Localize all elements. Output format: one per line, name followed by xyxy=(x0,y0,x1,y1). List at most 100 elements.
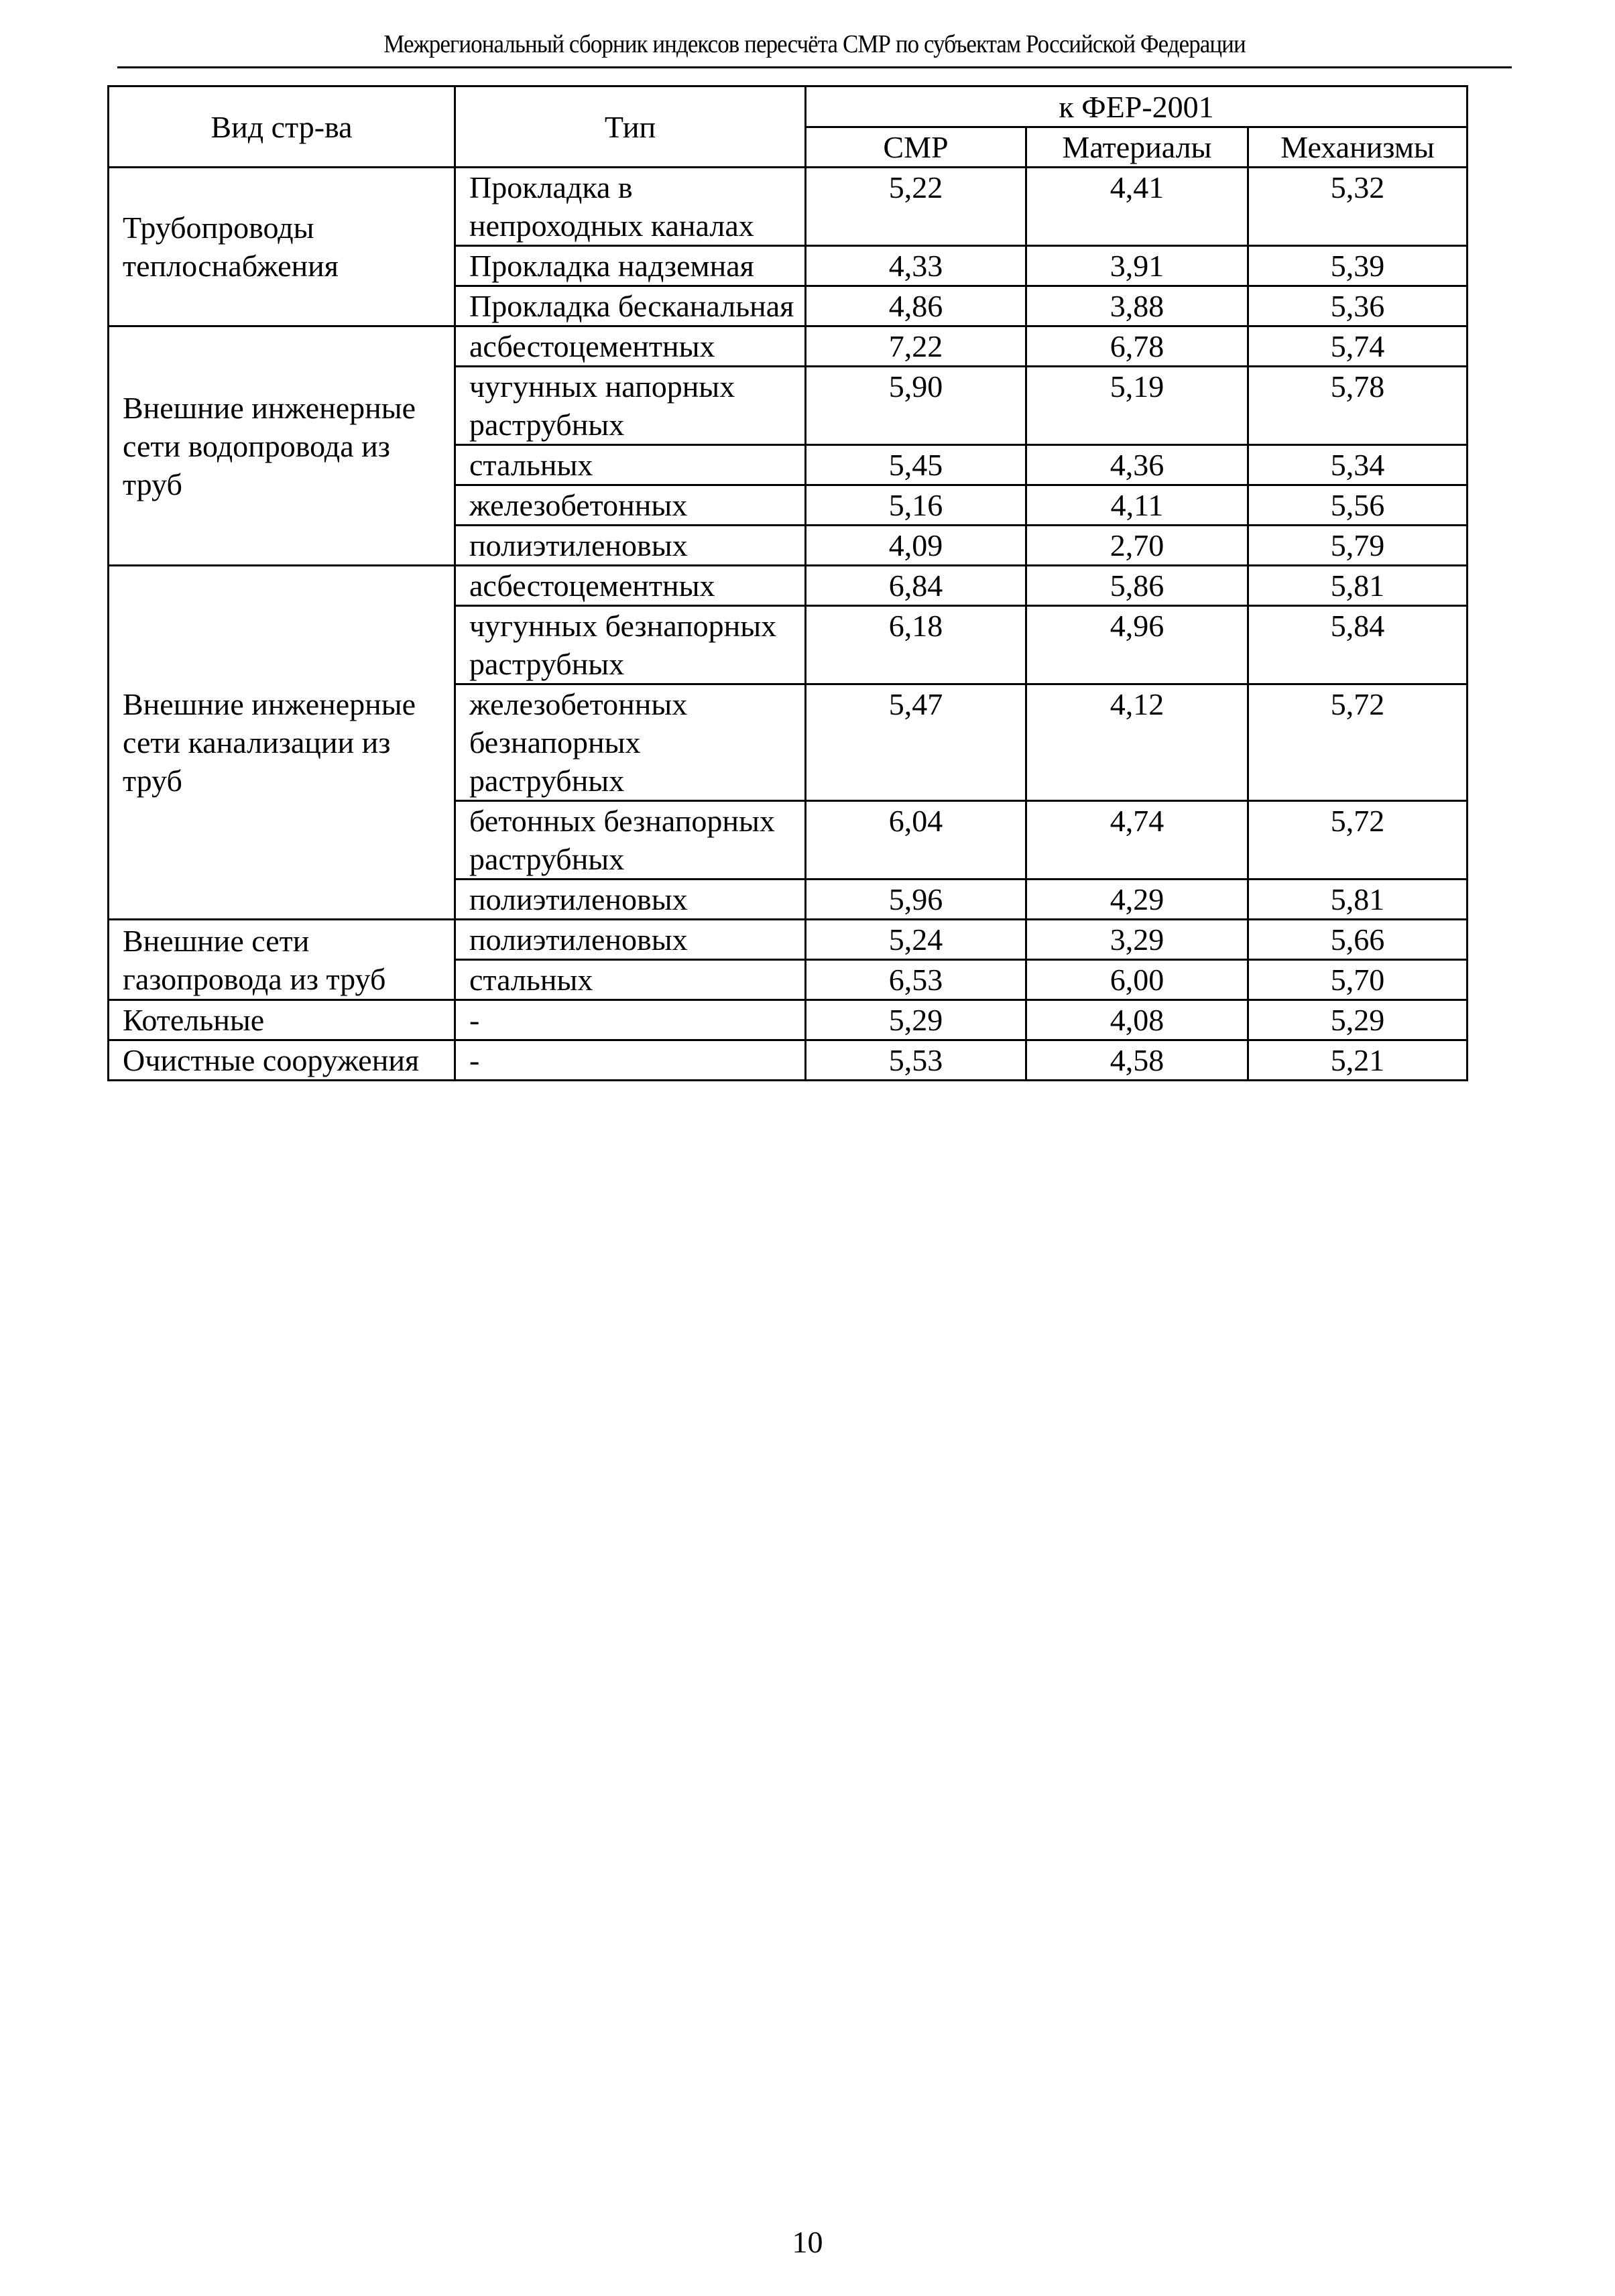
smr-cell: 6,04 xyxy=(804,800,1027,880)
materials-cell: 4,58 xyxy=(1025,1039,1249,1081)
type-cell: железобетонных безнапорных раструбных xyxy=(454,683,806,802)
machines-cell: 5,81 xyxy=(1246,878,1469,920)
type-cell: полиэтиленовых xyxy=(454,918,806,961)
table-row: Внешние сети газопровода из труб полиэтил… xyxy=(107,918,1469,1001)
smr-cell: 5,29 xyxy=(804,999,1027,1041)
materials-cell: 3,91 xyxy=(1025,245,1249,287)
type-cell: чугунных напорных раструбных xyxy=(454,365,806,446)
materials-cell: 4,74 xyxy=(1025,800,1249,880)
materials-cell: 4,41 xyxy=(1025,166,1249,247)
smr-cell: 5,90 xyxy=(804,365,1027,446)
machines-cell: 5,32 xyxy=(1246,166,1469,247)
table-row: Прокладка надземная 4,33 3,91 5,39 xyxy=(109,245,1469,287)
table-row: железобетонных 5,16 4,11 5,56 xyxy=(109,484,1469,526)
construction-kind-cell: Трубопроводы теплоснабжения xyxy=(107,166,456,327)
header-machines: Механизмы xyxy=(1246,126,1469,168)
smr-cell: 5,96 xyxy=(804,878,1027,920)
machines-cell: 5,81 xyxy=(1246,564,1469,607)
materials-cell: 3,88 xyxy=(1025,285,1249,327)
smr-cell: 5,45 xyxy=(804,444,1027,486)
machines-cell: 5,36 xyxy=(1246,285,1469,327)
materials-cell: 6,78 xyxy=(1025,325,1249,367)
materials-cell: 4,96 xyxy=(1025,605,1249,685)
table-row: чугунных напорных раструбных 5,90 5,19 5,78 xyxy=(109,365,1469,446)
machines-cell: 5,34 xyxy=(1246,444,1469,486)
construction-kind-cell: Очистные сооружения xyxy=(107,1039,456,1081)
smr-cell: 4,33 xyxy=(804,245,1027,287)
type-cell: бетонных безнапорных раструбных xyxy=(454,800,806,880)
materials-cell: 5,86 xyxy=(1025,564,1249,607)
smr-cell: 5,47 xyxy=(804,683,1027,802)
header-materials: Материалы xyxy=(1025,126,1249,168)
machines-cell: 5,74 xyxy=(1246,325,1469,367)
table-row: бетонных безнапорных раструбных 6,04 4,74 5… xyxy=(109,800,1469,880)
table-row: Внешние инженерные сети водопровода из т… xyxy=(107,325,1469,566)
machines-cell: 5,66 xyxy=(1246,918,1469,961)
table-row: стальных 5,45 4,36 5,34 xyxy=(109,444,1469,486)
smr-cell: 6,18 xyxy=(804,605,1027,685)
machines-cell: 5,56 xyxy=(1246,484,1469,526)
materials-cell: 6,00 xyxy=(1025,959,1249,1001)
type-cell: - xyxy=(454,1039,806,1081)
table-row: Внешние инженерные сети канализации из т… xyxy=(107,564,1469,920)
table-row: железобетонных безнапорных раструбных 5,4… xyxy=(109,683,1469,802)
smr-cell: 4,09 xyxy=(804,524,1027,566)
smr-cell: 5,53 xyxy=(804,1039,1027,1081)
materials-cell: 2,70 xyxy=(1025,524,1249,566)
table-body: Трубопроводы теплоснабжения Прокладка в н… xyxy=(107,166,1469,1081)
smr-cell: 5,16 xyxy=(804,484,1027,526)
construction-kind-cell: Внешние инженерные сети водопровода из т… xyxy=(107,325,456,566)
table-row: Трубопроводы теплоснабжения Прокладка в н… xyxy=(107,166,1469,327)
type-cell: асбестоцементных xyxy=(454,325,806,367)
smr-cell: 5,22 xyxy=(804,166,1027,247)
machines-cell: 5,39 xyxy=(1246,245,1469,287)
machines-cell: 5,72 xyxy=(1246,800,1469,880)
smr-cell: 5,24 xyxy=(804,918,1027,961)
type-cell: Прокладка в непроходных каналах xyxy=(454,166,806,247)
type-cell: стальных xyxy=(454,444,806,486)
index-table: Вид стр-ва Тип к ФЕР-2001 СМР Материалы … xyxy=(107,85,1469,1081)
materials-cell: 4,11 xyxy=(1025,484,1249,526)
table-row: Прокладка бесканальная 4,86 3,88 5,36 xyxy=(109,285,1469,327)
materials-cell: 4,12 xyxy=(1025,683,1249,802)
table-row: Очистные сооружения -5,53 4,58 5,21 xyxy=(107,1039,1469,1081)
machines-cell: 5,21 xyxy=(1246,1039,1469,1081)
running-head: Межрегиональный сборник индексов пересчё… xyxy=(383,30,1246,58)
header-type: Тип xyxy=(454,85,806,168)
smr-cell: 6,53 xyxy=(804,959,1027,1001)
smr-cell: 4,86 xyxy=(804,285,1027,327)
table-row: Котельные -5,29 4,08 5,29 xyxy=(107,999,1469,1041)
table-row: чугунных безнапорных раструбных 6,18 4,96 5… xyxy=(109,605,1469,685)
machines-cell: 5,79 xyxy=(1246,524,1469,566)
materials-cell: 4,29 xyxy=(1025,878,1249,920)
machines-cell: 5,29 xyxy=(1246,999,1469,1041)
table-row: полиэтиленовых 5,96 4,29 5,81 xyxy=(109,878,1469,920)
header-rule xyxy=(117,66,1512,68)
table-row: стальных 6,53 6,00 5,70 xyxy=(109,959,1469,1001)
materials-cell: 4,08 xyxy=(1025,999,1249,1041)
type-cell: стальных xyxy=(454,959,806,1001)
header-group: к ФЕР-2001 xyxy=(804,85,1469,128)
type-cell: Прокладка надземная xyxy=(454,245,806,287)
type-cell: Прокладка бесканальная xyxy=(454,285,806,327)
construction-kind-cell: Котельные xyxy=(107,999,456,1041)
materials-cell: 4,36 xyxy=(1025,444,1249,486)
header-smr: СМР xyxy=(804,126,1027,168)
machines-cell: 5,72 xyxy=(1246,683,1469,802)
materials-cell: 3,29 xyxy=(1025,918,1249,961)
type-cell: - xyxy=(454,999,806,1041)
smr-cell: 7,22 xyxy=(804,325,1027,367)
materials-cell: 5,19 xyxy=(1025,365,1249,446)
construction-kind-cell: Внешние инженерные сети канализации из т… xyxy=(107,564,456,920)
header-kind: Вид стр-ва xyxy=(107,85,456,168)
type-cell: железобетонных xyxy=(454,484,806,526)
machines-cell: 5,70 xyxy=(1246,959,1469,1001)
construction-kind-cell: Внешние сети газопровода из труб xyxy=(107,918,456,1001)
type-cell: чугунных безнапорных раструбных xyxy=(454,605,806,685)
page-number: 10 xyxy=(792,2225,823,2259)
machines-cell: 5,84 xyxy=(1246,605,1469,685)
machines-cell: 5,78 xyxy=(1246,365,1469,446)
type-cell: полиэтиленовых xyxy=(454,878,806,920)
smr-cell: 6,84 xyxy=(804,564,1027,607)
type-cell: асбестоцементных xyxy=(454,564,806,607)
